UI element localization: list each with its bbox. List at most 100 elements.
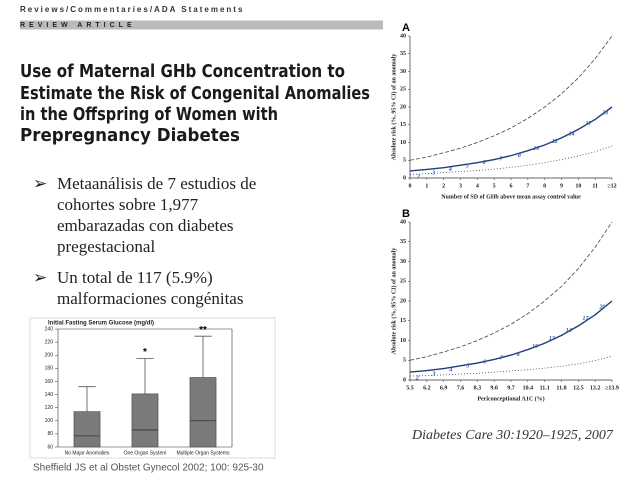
point-label: 14 (569, 132, 575, 138)
point-label: 17 (585, 121, 592, 127)
y-tick-label: 25 (400, 279, 406, 285)
x-axis-title: Periconceptional A1C (%) (477, 395, 544, 402)
point-label: 4 (448, 368, 452, 374)
x-tick-label: 3 (459, 183, 462, 189)
x-tick-label: 7 (526, 183, 529, 189)
x-tick-label: 12.5 (573, 385, 584, 391)
bar (73, 411, 101, 448)
curve (409, 300, 613, 373)
x-tick-label: 13.2 (590, 385, 601, 391)
x-tick-label: 8.3 (474, 385, 482, 391)
point-label: 7 (499, 157, 503, 163)
annotation: * (143, 347, 147, 358)
x-tick-label: 10 (575, 183, 581, 189)
y-tick-label: 20 (400, 104, 406, 110)
section: Reviews/Commentaries/ADA Statements (20, 5, 244, 14)
y-axis-title: Absolute risk (%, 95% CI) of an anomaly (390, 54, 397, 161)
x-tick-label: One Organ System (124, 450, 167, 456)
bullet-marker: ➢ (33, 268, 47, 287)
curve (409, 145, 613, 175)
y-tick-label: 20 (400, 298, 406, 304)
point-label: 20 (601, 110, 608, 116)
x-tick-label: 5.5 (406, 385, 414, 391)
y-tick-label: 0 (403, 377, 406, 383)
point-label: 10 (533, 146, 539, 152)
chart-frame (29, 317, 276, 459)
y-tick-label: 120 (45, 405, 54, 411)
y-axis-title: Absolute risk (%, 95% CI) of an anomaly (390, 248, 397, 355)
y-tick-label: 10 (400, 338, 406, 344)
y-tick-label: 30 (400, 69, 406, 75)
y-tick-label: 220 (45, 339, 54, 345)
point-label: 12 (549, 336, 555, 342)
panel-label: A (402, 22, 410, 34)
point-label: 6 (483, 360, 486, 366)
title-line: Prepregnancy Diabetes (20, 125, 240, 146)
y-tick-label: 180 (45, 366, 54, 372)
point-label: 4 (448, 167, 452, 173)
x-tick-label: No Major Anomalies (65, 450, 110, 456)
x-tick-label: 11.8 (556, 385, 566, 391)
x-tick-label: 4 (476, 183, 479, 189)
bullet-text: Metaanálisis de 7 estudios de (57, 174, 256, 193)
panel-label: B (402, 208, 410, 220)
x-tick-label: 2 (442, 183, 445, 189)
point-label: 2 (416, 174, 420, 180)
y-tick-label: 160 (45, 379, 54, 385)
point-label: 3 (432, 372, 436, 378)
point-label: 10 (532, 344, 538, 350)
x-tick-label: 5 (493, 183, 496, 189)
curve (409, 106, 613, 172)
point-label: 20 (598, 304, 605, 310)
y-tick-label: 15 (400, 318, 406, 324)
x-tick-label: 7.6 (457, 385, 465, 391)
y-tick-label: 40 (400, 33, 406, 39)
x-tick-label: 9 (560, 183, 563, 189)
bullet-text: malformaciones congénitas (57, 289, 243, 308)
y-tick-label: 5 (403, 158, 406, 164)
x-tick-label: 11 (592, 183, 598, 189)
x-tick-label: 9.7 (507, 385, 515, 391)
y-tick-label: 60 (47, 444, 53, 450)
y-tick-label: 15 (400, 122, 406, 128)
x-tick-label: 11.1 (540, 385, 550, 391)
y-tick-label: 35 (400, 51, 406, 57)
curve (409, 221, 613, 361)
x-tick-label: 6.9 (440, 385, 448, 391)
y-tick-label: 25 (400, 87, 406, 93)
x-tick-label: 6 (510, 183, 513, 189)
title-line: in the Offspring of Women with (20, 104, 278, 125)
y-tick-label: 40 (400, 219, 406, 225)
y-tick-label: 100 (45, 418, 54, 424)
curve (409, 35, 613, 161)
y-tick-label: 0 (403, 175, 406, 181)
point-label: 2 (415, 375, 419, 381)
citation: Diabetes Care 30:1920–1925, 2007 (411, 428, 614, 443)
chart-title: Initial Fasting Serum Glucose (mg/dl) (48, 321, 154, 327)
bullet-text: Un total de 117 (5.9%) (57, 268, 213, 287)
point-label: 7 (500, 356, 504, 362)
citation: Sheffield JS et al Obstet Gynecol 2002; … (33, 463, 264, 474)
point-label: 3 (431, 171, 435, 177)
y-tick-label: 5 (403, 358, 406, 364)
article-kind: REVIEW ARTICLE (20, 22, 136, 29)
x-tick-label: ≥13.9 (605, 385, 619, 391)
point-label: 5 (466, 364, 469, 370)
annotation: ** (199, 325, 207, 336)
y-tick-label: 200 (45, 353, 54, 359)
bullet-text: cohortes sobre 1,977 (57, 195, 199, 214)
title-line: Estimate the Risk of Congenital Anomalie… (20, 83, 370, 104)
y-tick-label: 80 (47, 431, 53, 437)
x-tick-label: ≥12 (607, 183, 616, 189)
x-tick-label: 10.4 (523, 385, 534, 391)
x-tick-label: 9.0 (490, 385, 498, 391)
title-line: Use of Maternal GHb Concentration to (20, 61, 345, 82)
x-axis-title: Number of SD of GHb above mean assay con… (441, 194, 581, 200)
y-tick-label: 140 (45, 392, 54, 398)
bullet-text: pregestacional (57, 237, 155, 256)
point-label: 8 (518, 153, 521, 159)
point-label: 12 (552, 139, 558, 145)
x-tick-label: Multiple Organ Systems (176, 450, 230, 456)
point-label: 14 (566, 328, 572, 334)
